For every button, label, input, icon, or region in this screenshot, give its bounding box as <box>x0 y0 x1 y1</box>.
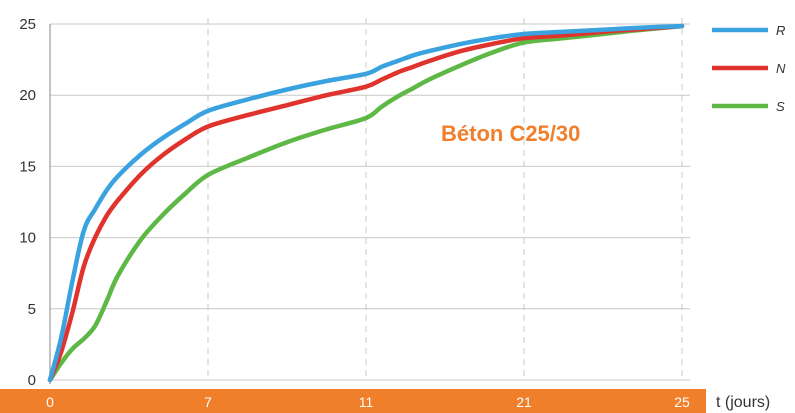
x-tick-label: 7 <box>204 394 212 410</box>
y-tick-label: 10 <box>19 230 36 247</box>
x-tick-label: 21 <box>516 394 532 410</box>
series-line-S <box>47 23 685 383</box>
x-axis-band <box>0 389 706 413</box>
x-tick-label: 0 <box>46 394 54 410</box>
legend: R N S <box>712 23 786 114</box>
y-tick-label: 0 <box>28 372 36 389</box>
x-tick-label: 11 <box>359 394 374 410</box>
y-tick-label: 20 <box>19 87 36 104</box>
y-tick-label: 25 <box>19 16 36 33</box>
legend-label-S: S <box>776 99 785 114</box>
y-tick-label: 15 <box>19 158 36 175</box>
y-tick-label: 5 <box>28 301 36 318</box>
x-axis: 0 7 11 21 25 <box>46 394 690 410</box>
chart-annotation: Béton C25/30 <box>441 121 580 146</box>
series-lines <box>47 23 685 383</box>
series-line-R <box>47 23 685 383</box>
x-tick-label: 25 <box>674 394 690 410</box>
grid <box>49 18 690 384</box>
legend-label-R: R <box>776 23 785 38</box>
series-line-N <box>47 23 685 383</box>
legend-label-N: N <box>776 61 786 76</box>
y-axis: 0 5 10 15 20 25 <box>19 16 36 389</box>
x-axis-label: t (jours) <box>716 394 770 411</box>
